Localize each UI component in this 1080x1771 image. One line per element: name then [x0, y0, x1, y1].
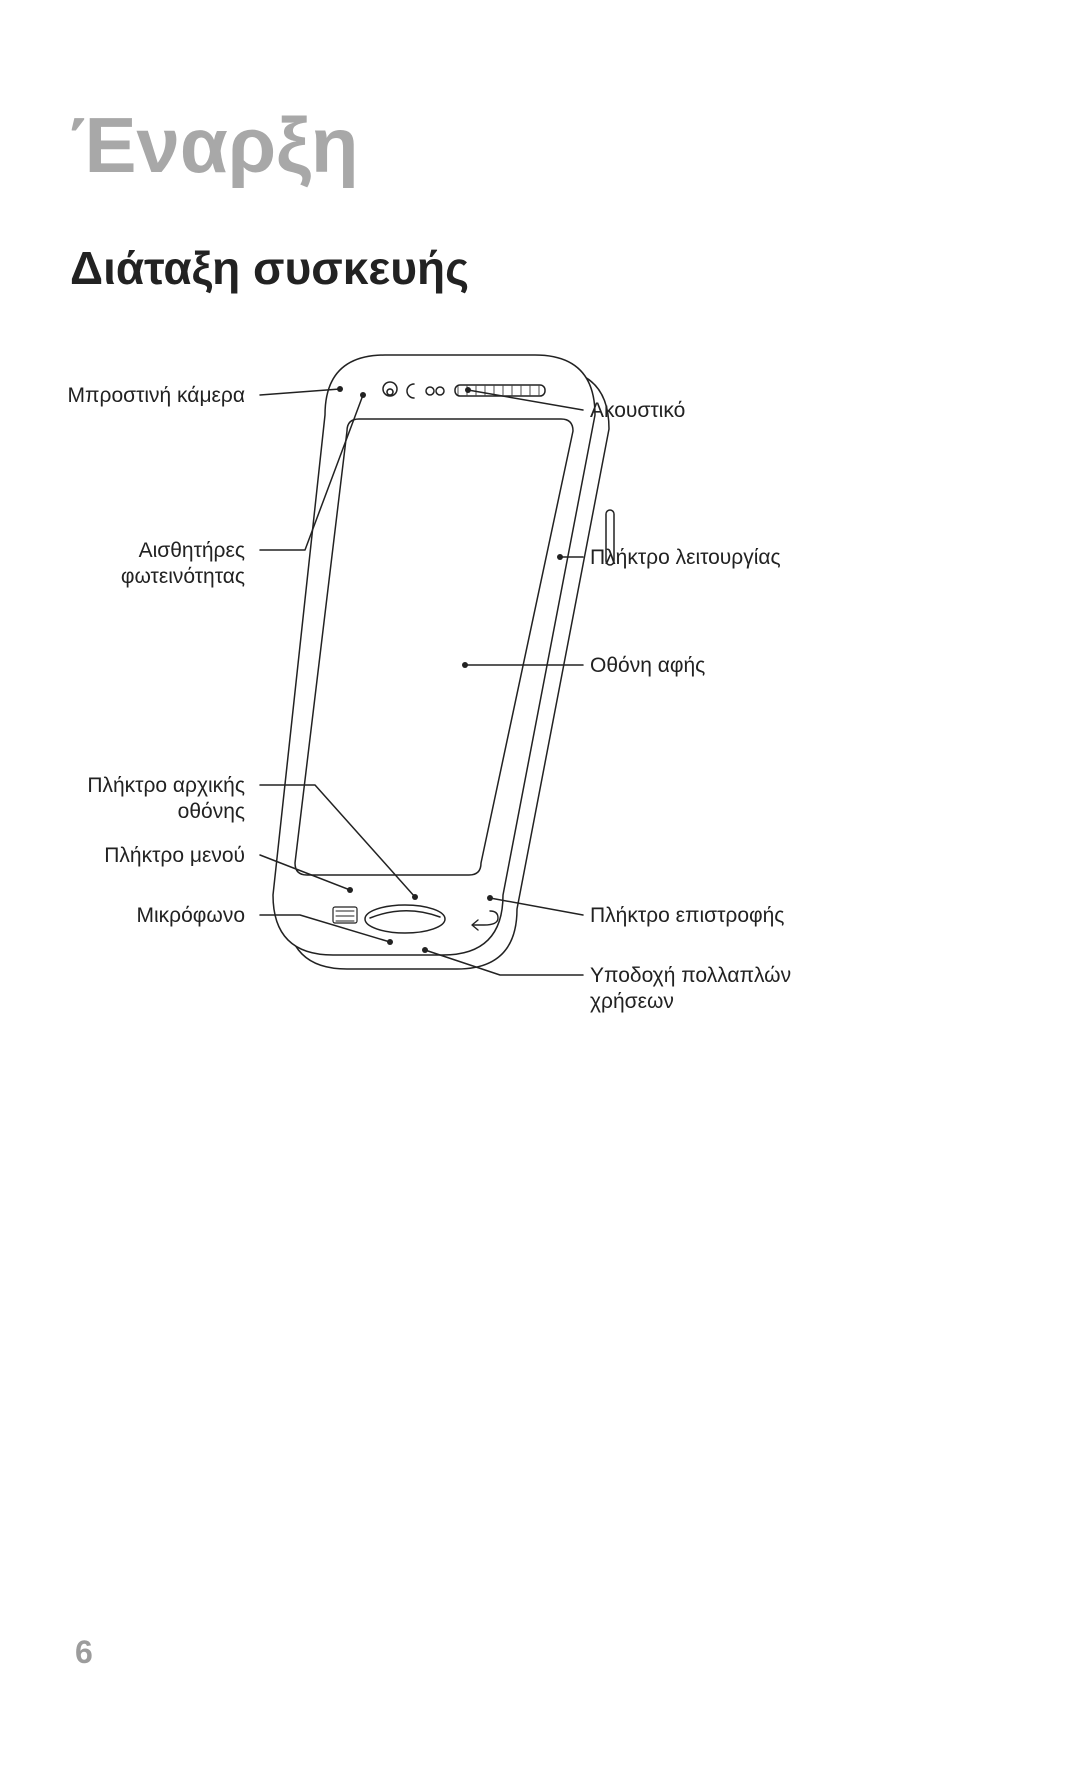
- label-power_key: Πλήκτρο λειτουργίας: [590, 545, 781, 571]
- label-earpiece: Ακουστικό: [590, 398, 685, 424]
- page-number: 6: [75, 1634, 93, 1671]
- label-microphone: Μικρόφωνο: [137, 903, 245, 929]
- label-multi_jack: Υποδοχή πολλαπλώνχρήσεων: [590, 963, 791, 1016]
- section-title: Διάταξη συσκευής: [70, 241, 1010, 295]
- label-home_key: Πλήκτρο αρχικήςοθόνης: [87, 773, 245, 826]
- label-back_key: Πλήκτρο επιστροφής: [590, 903, 784, 929]
- diagram-svg: [90, 335, 990, 1035]
- label-light_sensors: Αισθητήρεςφωτεινότητας: [121, 538, 245, 591]
- label-menu_key: Πλήκτρο μενού: [104, 843, 245, 869]
- label-touch_screen: Οθόνη αφής: [590, 653, 705, 679]
- label-front_camera: Μπροστινή κάμερα: [68, 383, 245, 409]
- device-diagram: Μπροστινή κάμεραΑισθητήρεςφωτεινότηταςΠλ…: [90, 335, 990, 1035]
- page-title: Έναρξη: [70, 100, 1010, 191]
